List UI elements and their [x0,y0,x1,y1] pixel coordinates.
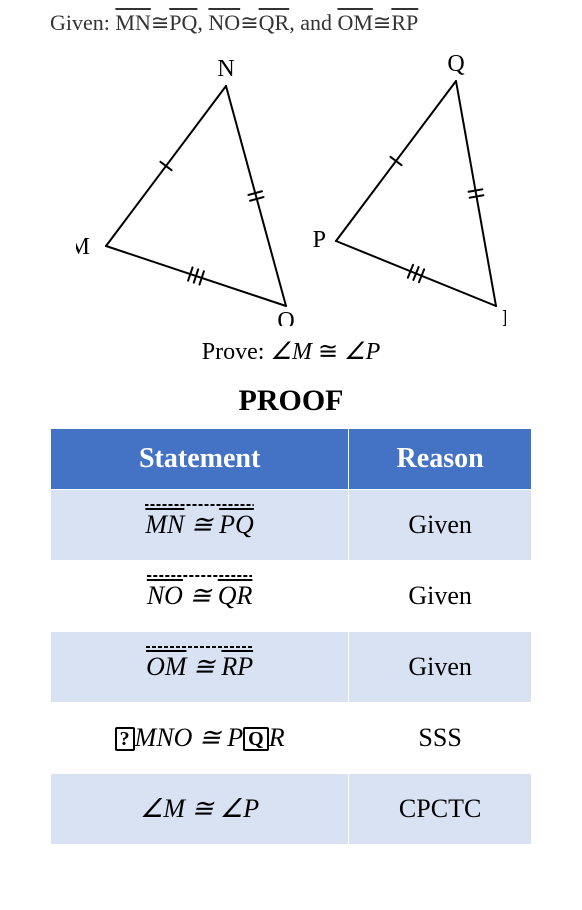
given-and: and [300,10,337,35]
svg-text:Q: Q [447,51,464,77]
table-row: NO ≅ QR Given [51,561,532,632]
triangle-box-2: Q [243,727,269,751]
reason-cell: Given [349,490,532,561]
header-reason: Reason [349,429,532,490]
stmt4-op: ≅ [192,723,227,752]
given-cong3: ≅ [373,10,391,35]
stmt1-lhs: MN [145,510,184,539]
stmt4-l1: MNO [135,723,193,752]
proof-title: PROOF [50,384,532,418]
given-prefix: Given: [50,10,115,35]
given-seg3a: OM [337,10,372,35]
stmt3-lhs: OM [146,652,186,681]
given-seg2b: QR [259,10,290,35]
table-row: ∠M ≅ ∠P CPCTC [51,774,532,845]
stmt1-rhs: PQ [219,510,254,539]
stmt2-op: ≅ [183,581,218,610]
prove-lhs: ∠M [270,339,312,365]
given-seg1a: MN [115,10,150,35]
given-cong2: ≅ [240,10,258,35]
triangle-diagram: M N O P Q R [50,46,532,331]
stmt3-op: ≅ [187,652,222,681]
prove-rhs: ∠P [344,339,380,365]
table-row: ?MNO ≅ PQR SSS [51,703,532,774]
diagram-svg: M N O P Q R [76,46,506,326]
given-seg1b: PQ [169,10,197,35]
stmt2-lhs: NO [147,581,183,610]
table-header-row: Statement Reason [51,429,532,490]
stmt4-l2b: R [269,723,285,752]
given-seg2a: NO [208,10,240,35]
statement-cell: ∠M ≅ ∠P [51,774,349,845]
stmt2-rhs: QR [218,581,253,610]
reason-cell: SSS [349,703,532,774]
prove-cong: ≅ [312,339,344,365]
triangle-box-1: ? [115,727,135,751]
stmt3-rhs: RP [221,652,253,681]
stmt1-op: ≅ [184,510,219,539]
svg-text:N: N [217,56,234,82]
given-cong1: ≅ [151,10,169,35]
header-statement: Statement [51,429,349,490]
stmt5-rhs: ∠P [220,794,259,823]
prove-prefix: Prove: [202,339,271,365]
statement-cell: MN ≅ PQ [51,490,349,561]
given-comma1: , [197,10,208,35]
prove-statement: Prove: ∠M ≅ ∠P [50,337,532,366]
svg-text:P: P [313,227,326,253]
reason-cell: Given [349,561,532,632]
reason-cell: CPCTC [349,774,532,845]
statement-cell: NO ≅ QR [51,561,349,632]
stmt5-lhs: ∠M [140,794,185,823]
statement-cell: OM ≅ RP [51,632,349,703]
table-row: OM ≅ RP Given [51,632,532,703]
reason-cell: Given [349,632,532,703]
svg-text:R: R [502,306,506,326]
svg-text:O: O [277,308,294,326]
statement-cell: ?MNO ≅ PQR [51,703,349,774]
given-seg3b: RP [391,10,418,35]
given-statement: Given: MN≅PQ, NO≅QR, and OM≅RP [50,10,532,36]
given-comma2: , [289,10,300,35]
stmt4-l2a: P [227,723,243,752]
proof-table: Statement Reason MN ≅ PQ Given NO ≅ QR [50,428,532,845]
stmt5-op: ≅ [185,794,220,823]
table-row: MN ≅ PQ Given [51,490,532,561]
svg-text:M: M [76,234,90,260]
